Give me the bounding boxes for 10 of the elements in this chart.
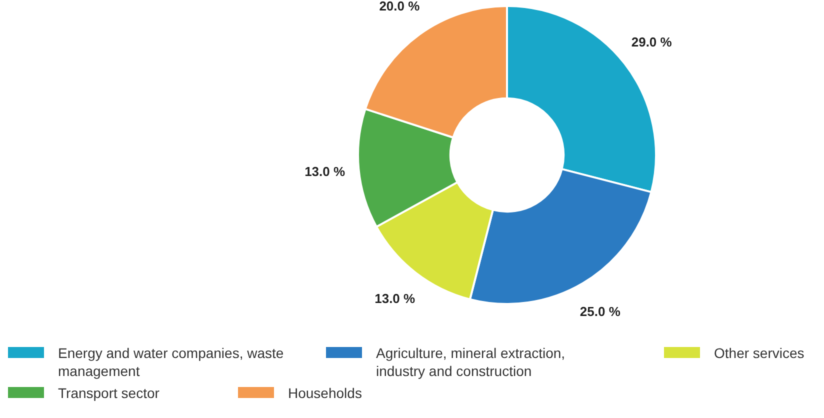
data-label: 13.0 % xyxy=(374,291,416,306)
legend-label: Transport sector xyxy=(58,384,160,402)
legend-label: Other services xyxy=(714,344,804,362)
data-label: 13.0 % xyxy=(304,164,346,179)
data-label: 20.0 % xyxy=(379,0,420,14)
legend-label: Agriculture, mineral extraction, industry and construction xyxy=(376,344,566,380)
data-label: 25.0 % xyxy=(580,304,621,320)
legend-label: Households xyxy=(288,384,362,402)
legend-label: Energy and water companies, waste management xyxy=(58,344,285,380)
data-label: 29.0 % xyxy=(631,34,672,50)
